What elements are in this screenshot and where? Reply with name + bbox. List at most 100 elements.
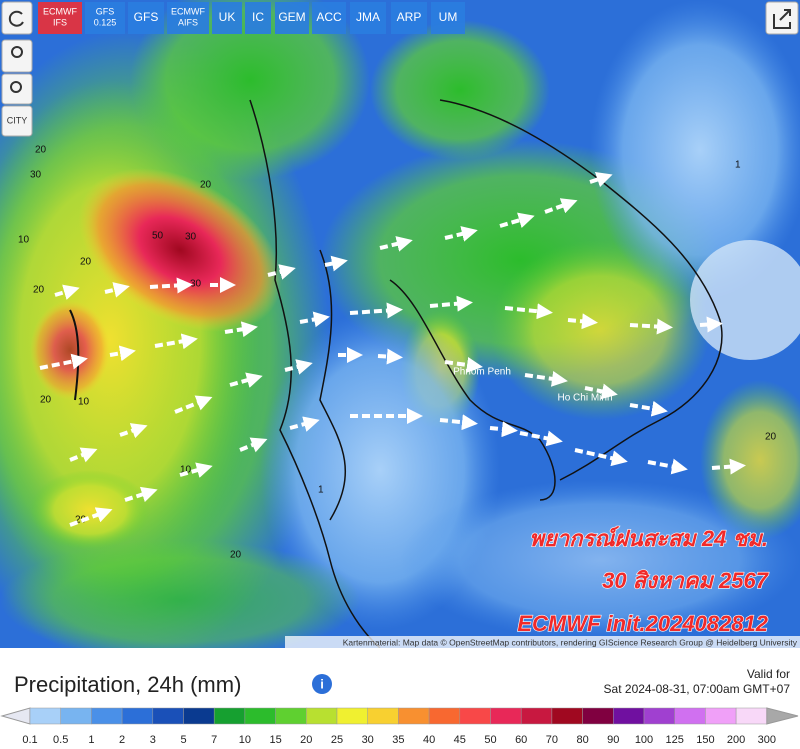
overlay-text: 30 สิงหาคม 2567 bbox=[602, 568, 770, 593]
scale-label: 0.1 bbox=[22, 734, 37, 746]
attribution-bg bbox=[285, 636, 800, 648]
contour-label: 20 bbox=[33, 285, 45, 296]
city-button[interactable] bbox=[1, 105, 33, 137]
scale-swatch bbox=[459, 707, 491, 725]
scale-swatch bbox=[275, 707, 307, 725]
overlay-text: ECMWF init.2024082812 bbox=[517, 611, 768, 636]
scale-swatch bbox=[152, 707, 184, 725]
coastlines bbox=[69, 99, 723, 649]
model-button[interactable] bbox=[85, 2, 125, 34]
scale-label: 3 bbox=[150, 734, 156, 746]
model-button[interactable] bbox=[391, 2, 427, 34]
scale-swatch bbox=[398, 707, 430, 725]
model-label: ARP bbox=[397, 10, 422, 24]
precip-field: 20 30 50 30 20 10 20 30 20 10 20 20 10 20 1 20 1 Phnom Pe… bbox=[0, 0, 800, 670]
scale-label: 10 bbox=[239, 734, 251, 746]
contour-label: 30 bbox=[30, 170, 42, 181]
color-scale: 0.1 0.5 1 2 3 5 7 10 15 20 25 30 35 40 45 50 60 70 80 90 100… bbox=[0, 707, 799, 746]
refresh-button[interactable] bbox=[1, 1, 33, 35]
scale-label: 90 bbox=[607, 734, 619, 746]
contour-label: 10 bbox=[78, 397, 90, 408]
scale-swatch bbox=[29, 707, 61, 725]
scale-label: 45 bbox=[454, 734, 466, 746]
contour-label: 10 bbox=[180, 465, 192, 476]
model-button[interactable] bbox=[431, 2, 465, 34]
contour-label: 20 bbox=[80, 257, 92, 268]
valid-time: Sat 2024-08-31, 07:00am GMT+07 bbox=[604, 682, 791, 696]
scale-swatch bbox=[490, 707, 522, 725]
model-label: UM bbox=[439, 10, 458, 24]
valid-for: Valid for bbox=[747, 667, 790, 681]
scale-label: 20 bbox=[300, 734, 312, 746]
overlay-text: พยากรณ์ฝนสะสม 24 ชม. bbox=[529, 526, 768, 551]
scale-label: 70 bbox=[546, 734, 558, 746]
contour-label: 20 bbox=[765, 432, 777, 443]
attribution: Kartenmaterial: Map data © OpenStreetMap… bbox=[343, 637, 798, 647]
scale-label: 0.5 bbox=[53, 734, 68, 746]
scale-swatch bbox=[213, 707, 246, 725]
contour-label: 20 bbox=[35, 145, 47, 156]
scale-swatch bbox=[121, 707, 154, 725]
scale-label: 1 bbox=[88, 734, 94, 746]
model-button[interactable] bbox=[128, 2, 164, 34]
model-label: AIFS bbox=[178, 17, 198, 27]
model-label: ACC bbox=[316, 10, 342, 24]
wind-arrows bbox=[39, 171, 746, 527]
model-button[interactable] bbox=[167, 2, 209, 34]
model-button[interactable] bbox=[38, 2, 82, 34]
scale-label: 5 bbox=[180, 734, 186, 746]
model-label: JMA bbox=[356, 10, 380, 24]
scale-label: 30 bbox=[362, 734, 374, 746]
scale-swatch bbox=[705, 707, 737, 725]
scale-label: 15 bbox=[269, 734, 281, 746]
model-label: ECMWF bbox=[171, 6, 205, 16]
place-label: Ho Chi Minh bbox=[557, 393, 612, 404]
contour-label: 1 bbox=[318, 485, 324, 496]
scale-label: 60 bbox=[515, 734, 527, 746]
location-icon bbox=[11, 46, 23, 58]
share-icon bbox=[773, 9, 791, 29]
scale-label: 35 bbox=[392, 734, 404, 746]
model-button[interactable] bbox=[275, 2, 309, 34]
scale-swatch bbox=[183, 707, 215, 725]
scale-swatch bbox=[582, 707, 614, 725]
scale-high-end bbox=[766, 707, 799, 725]
scale-label: 150 bbox=[696, 734, 714, 746]
scale-label: 25 bbox=[331, 734, 343, 746]
scale-label: 80 bbox=[576, 734, 588, 746]
model-button[interactable] bbox=[350, 2, 386, 34]
contour-label: 20 bbox=[75, 515, 87, 526]
model-button[interactable] bbox=[245, 2, 271, 34]
contour-label: 20 bbox=[230, 550, 242, 561]
model-label: IFS bbox=[53, 17, 67, 27]
scale-label: 40 bbox=[423, 734, 435, 746]
model-label: GFS bbox=[96, 6, 115, 16]
scale-swatch bbox=[520, 707, 553, 725]
scale-swatch bbox=[551, 707, 583, 725]
scale-swatch bbox=[428, 707, 461, 725]
contour-label: 10 bbox=[18, 235, 30, 246]
model-label: GEM bbox=[278, 10, 305, 24]
model-button[interactable] bbox=[312, 2, 346, 34]
legend-title: Precipitation, 24h (mm) bbox=[14, 672, 241, 697]
model-button[interactable] bbox=[212, 2, 242, 34]
info-button[interactable] bbox=[312, 674, 332, 694]
scale-label: 7 bbox=[211, 734, 217, 746]
scale-swatch bbox=[60, 707, 92, 725]
contour-label: 30 bbox=[185, 232, 197, 243]
zoom-icon bbox=[10, 81, 22, 93]
scale-label: 125 bbox=[666, 734, 684, 746]
model-label: UK bbox=[219, 10, 236, 24]
scale-swatch bbox=[367, 707, 399, 725]
scale-swatch bbox=[674, 707, 706, 725]
scale-swatch bbox=[244, 707, 276, 725]
zoom-button[interactable] bbox=[1, 73, 33, 105]
model-label: 0.125 bbox=[94, 17, 117, 27]
contour-label: 50 bbox=[152, 231, 164, 242]
scale-swatch bbox=[643, 707, 675, 725]
model-label: ECMWF bbox=[43, 6, 77, 16]
city-label: CITY bbox=[7, 115, 28, 125]
